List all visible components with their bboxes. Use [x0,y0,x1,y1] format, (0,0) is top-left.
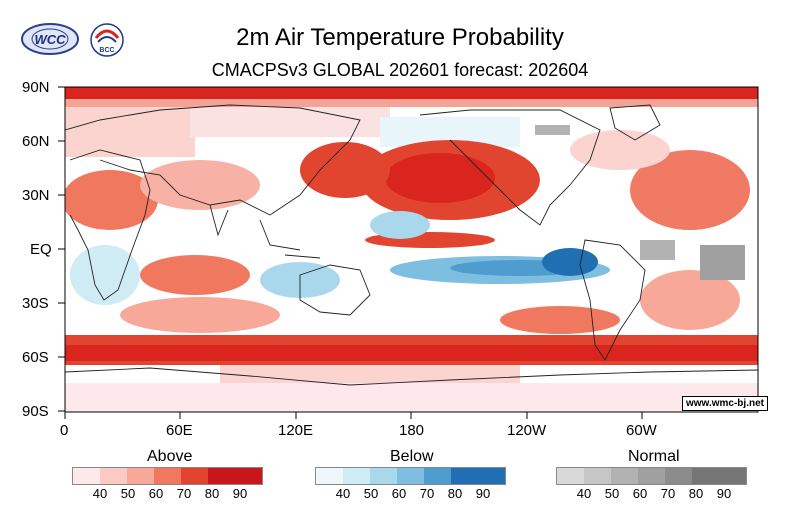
legend-normal-swatch [719,468,746,484]
watermark: www.wmc-bj.net [682,396,768,411]
legend-normal-tick: 40 [576,486,592,501]
legend-normal-tick: 70 [660,486,676,501]
legend-above-tick: 60 [148,486,164,501]
legend-below-swatch [370,468,397,484]
lat-label-30n: 30N [22,187,50,204]
legend-normal-tick: 90 [716,486,732,501]
legend-above-title: Above [147,448,193,465]
legend-above-tick: 70 [176,486,192,501]
legend-normal-swatch [611,468,638,484]
legend-normal-swatch [557,468,584,484]
lat-label-30s: 30S [22,295,49,312]
legend-normal-swatch [665,468,692,484]
legend-below-tick: 80 [447,486,463,501]
legend-above-tick: 80 [204,486,220,501]
bcc-logo: BCC [88,22,126,63]
wcc-logo: WCC [20,22,80,61]
legend-normal-tick: 50 [604,486,620,501]
lon-label-180: 180 [399,422,425,439]
legend-above-swatch [235,468,262,484]
lon-label-60e: 60E [166,422,193,439]
page-subtitle: CMACPSv3 GLOBAL 202601 forecast: 202604 [211,60,589,80]
lat-label-90n: 90N [22,79,50,96]
legend-below-swatch [343,468,370,484]
legend-above-swatch [100,468,127,484]
legend-normal-colorbar [556,467,747,485]
legend-normal-swatch [692,468,719,484]
legend-normal-swatch [584,468,611,484]
lat-label-eq: EQ [30,241,52,258]
legend-above-colorbar [72,467,263,485]
legend-below-swatch [316,468,343,484]
legend-below-swatch [397,468,424,484]
legend-normal-title: Normal [628,448,680,465]
lon-label-0: 0 [60,422,69,439]
legend-below-tick: 70 [419,486,435,501]
legend-above-swatch [73,468,100,484]
lon-label-120e: 120E [278,422,314,439]
legend-normal-swatch [638,468,665,484]
lon-label-120w: 120W [507,422,547,439]
lon-label-60w: 60W [626,422,657,439]
lat-ticks [58,86,65,412]
legend-normal-tick: 60 [632,486,648,501]
page-title: 2m Air Temperature Probability [236,24,564,51]
legend-below-tick: 50 [363,486,379,501]
lon-ticks [64,412,643,419]
lat-label-60n: 60N [22,133,50,150]
svg-text:WCC: WCC [34,32,66,47]
legend-above-swatch [127,468,154,484]
legend-below-swatch [451,468,478,484]
legend-below-tick: 60 [391,486,407,501]
legend-normal-tick: 80 [688,486,704,501]
legend-below-title: Below [390,448,434,465]
legend-above-tick: 90 [232,486,248,501]
legend-below-swatch [424,468,451,484]
legend-above-swatch [208,468,235,484]
legend-above-swatch [181,468,208,484]
map-field [65,87,758,412]
legend-above-tick: 50 [120,486,136,501]
legend-below-tick: 40 [335,486,351,501]
lat-label-60s: 60S [22,349,49,366]
legend-below-colorbar [315,467,506,485]
legend-below-swatch [478,468,505,484]
legend-above-tick: 40 [92,486,108,501]
lat-label-90s: 90S [22,403,49,420]
svg-text:BCC: BCC [99,47,114,54]
legend-below-tick: 90 [475,486,491,501]
legend-above-swatch [154,468,181,484]
